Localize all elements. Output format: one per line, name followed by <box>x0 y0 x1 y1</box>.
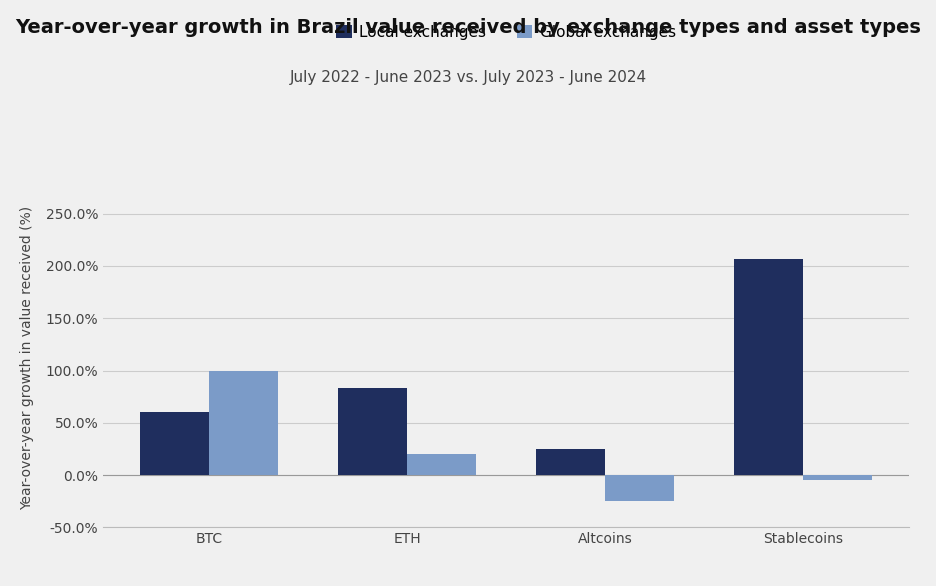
Y-axis label: Year-over-year growth in value received (%): Year-over-year growth in value received … <box>21 206 35 509</box>
Bar <box>209 370 278 475</box>
Bar <box>802 475 871 481</box>
Text: July 2022 - June 2023 vs. July 2023 - June 2024: July 2022 - June 2023 vs. July 2023 - Ju… <box>289 70 647 86</box>
Bar <box>733 258 802 475</box>
Legend: Local exchanges, Global exchanges: Local exchanges, Global exchanges <box>329 18 681 46</box>
Bar <box>139 413 209 475</box>
Bar <box>605 475 674 501</box>
Bar <box>406 454 475 475</box>
Text: Year-over-year growth in Brazil value received by exchange types and asset types: Year-over-year growth in Brazil value re… <box>16 18 920 36</box>
Bar <box>535 449 605 475</box>
Bar <box>337 389 406 475</box>
